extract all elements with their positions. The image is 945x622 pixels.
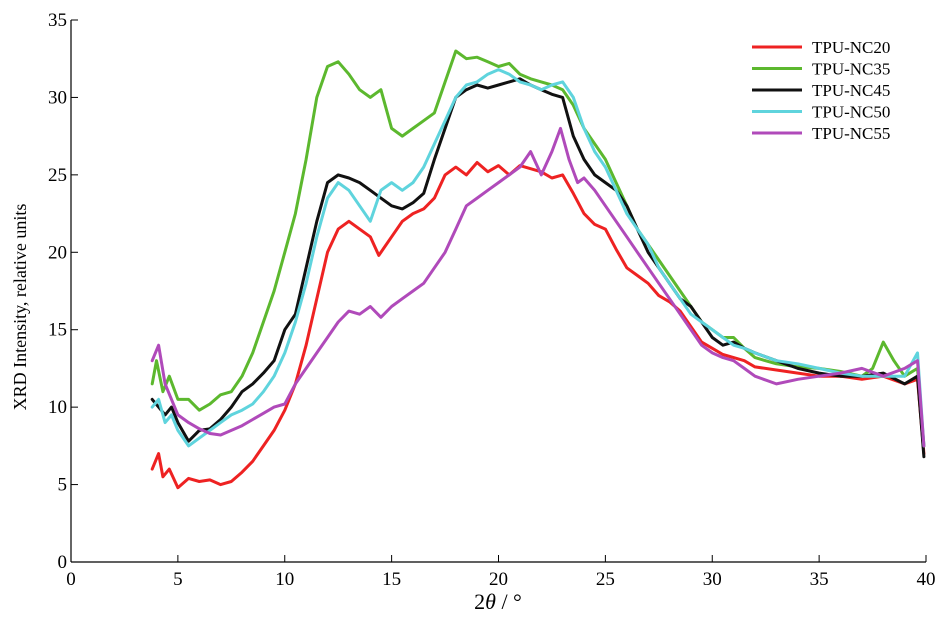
y-tick-label: 30 [48,87,67,108]
x-axis-title: 2θ / ° [474,589,522,614]
series-layer [150,49,926,490]
y-tick-label: 0 [58,552,68,573]
series-line-tpu-nc55 [150,126,926,448]
y-tick-label: 5 [58,475,68,496]
x-axis-title-unit: / ° [496,589,522,614]
x-tick-label: 35 [810,569,829,590]
x-tick-label: 20 [489,569,508,590]
x-tick-label: 25 [596,569,615,590]
x-tick-label: 40 [917,569,936,590]
x-axis-title-prefix: 2 [474,589,485,614]
x-axis-title-theta: θ [485,589,496,614]
axes-layer: 0 5 10 15 20 25 30 35 40 0 5 10 15 20 25 30 35 [48,10,936,590]
legend-label: TPU-NC35 [812,60,890,79]
y-tick-label: 25 [48,165,67,186]
legend: TPU-NC20 TPU-NC35 TPU-NC45 TPU-NC50 TPU-NC55 [752,38,890,143]
x-tick-label: 0 [66,569,76,590]
legend-label: TPU-NC55 [812,124,890,143]
x-tick-label: 30 [703,569,722,590]
y-tick-label: 10 [48,397,67,418]
y-tick-label: 15 [48,320,67,341]
x-tick-label: 15 [382,569,401,590]
y-tick-label: 20 [48,242,67,263]
series-line-tpu-nc50 [150,68,926,448]
x-tick-label: 5 [173,569,183,590]
y-tick-label: 35 [48,10,67,31]
series-line-tpu-nc35 [150,49,926,448]
legend-label: TPU-NC20 [812,38,890,57]
y-axis-title: XRD Intensity, relative units [10,204,30,411]
x-tick-label: 10 [275,569,294,590]
legend-label: TPU-NC45 [812,81,890,100]
series-line-tpu-nc20 [150,161,926,490]
legend-label: TPU-NC50 [812,103,890,122]
